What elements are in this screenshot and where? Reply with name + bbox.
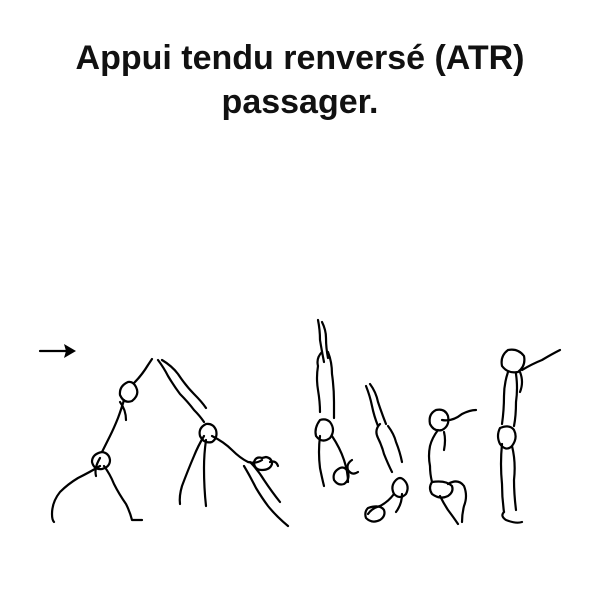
right-arrow-icon bbox=[38, 344, 76, 358]
title-line-2: passager. bbox=[221, 83, 379, 121]
figure-3-handstand bbox=[314, 318, 360, 488]
figure-6-stand bbox=[496, 348, 562, 524]
title-line-1: Appui tendu renversé (ATR) bbox=[75, 39, 525, 77]
page-title: Appui tendu renversé (ATR) passager. bbox=[0, 36, 600, 124]
figure-5-squat bbox=[427, 408, 478, 526]
figure-4-step-down bbox=[364, 382, 409, 523]
figure-2-kick-up bbox=[156, 358, 290, 528]
figure-1-lunge bbox=[50, 357, 154, 524]
